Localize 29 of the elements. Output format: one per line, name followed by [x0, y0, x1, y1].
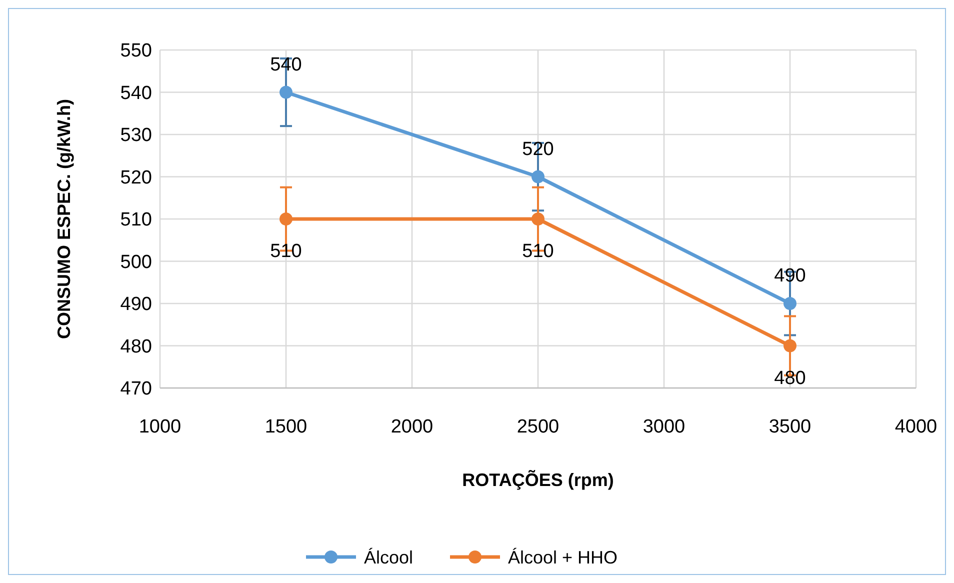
y-tick-label: 490: [120, 294, 152, 316]
y-tick-label: 550: [120, 40, 152, 62]
point: [784, 297, 796, 310]
y-tick-label: 470: [120, 378, 152, 400]
x-tick-label: 3000: [642, 416, 686, 438]
y-tick-label: 480: [120, 336, 152, 358]
x-tick-label: 1000: [138, 416, 182, 438]
y-tick-label: 540: [120, 82, 152, 104]
point: [280, 212, 292, 226]
data-label: 510: [522, 241, 554, 262]
point: [784, 339, 796, 352]
x-tick-label: 1500: [264, 416, 308, 438]
x-tick-label: 4000: [894, 416, 938, 438]
x-tick-label: 2000: [390, 416, 434, 438]
x-tick-label: 2500: [516, 416, 560, 438]
x-tick-label: 3500: [768, 416, 812, 438]
point: [532, 212, 544, 226]
data-label: 510: [270, 241, 302, 262]
y-axis-title: CONSUMO ESPEC. (g/kW.h): [54, 98, 74, 340]
legend-label: Álcool + HHO: [508, 547, 618, 568]
x-axis-title: ROTAÇÕES (rpm): [462, 469, 614, 490]
point: [532, 170, 544, 184]
y-tick-label: 530: [120, 125, 152, 146]
legend-label: Álcool: [364, 547, 414, 568]
y-tick-label: 500: [120, 252, 152, 273]
y-tick-label: 510: [120, 210, 152, 231]
point: [280, 86, 292, 99]
data-label: 480: [774, 368, 806, 389]
y-tick-label: 520: [120, 167, 152, 188]
